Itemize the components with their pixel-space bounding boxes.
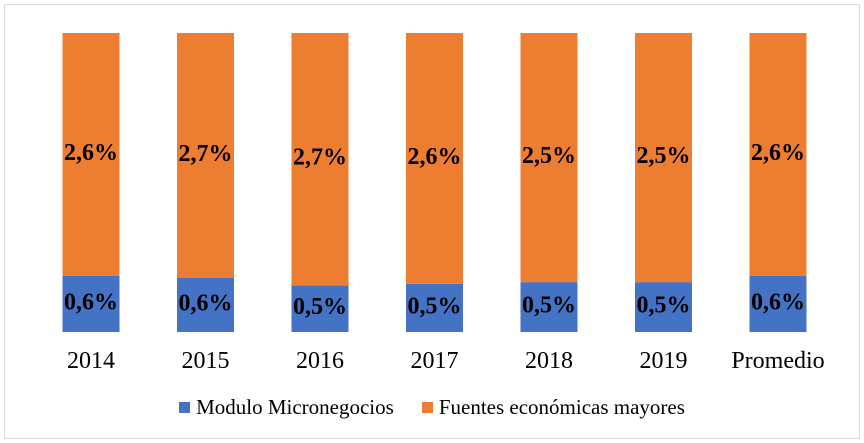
x-tick-label-promedio: Promedio (731, 348, 824, 374)
x-tick-label-2019: 2019 (640, 348, 688, 374)
legend-swatch-modulo-micronegocios (179, 402, 191, 413)
bar-fuentes-economicas-mayores-2016 (291, 33, 349, 286)
x-tick-label-2017: 2017 (411, 348, 459, 374)
bar-fuentes-economicas-mayores-2015 (177, 33, 234, 278)
data-label-fuentes-economicas-mayores-2018: 2,5% (522, 143, 576, 169)
data-label-modulo-micronegocios-promedio: 0,6% (751, 289, 805, 315)
bar-modulo-micronegocios-2018 (520, 282, 578, 332)
bar-modulo-micronegocios-promedio (749, 275, 807, 332)
data-label-modulo-micronegocios-2014: 0,6% (64, 289, 118, 315)
bar-modulo-micronegocios-2017 (406, 283, 463, 332)
legend: Modulo Micronegocios Fuentes económicas … (0, 395, 864, 420)
bar-fuentes-economicas-mayores-promedio (749, 33, 807, 276)
legend-label-modulo-micronegocios: Modulo Micronegocios (196, 395, 394, 419)
data-label-modulo-micronegocios-2018: 0,5% (522, 293, 576, 319)
bar-modulo-micronegocios-2016 (291, 285, 349, 332)
legend-label-fuentes-economicas-mayores: Fuentes económicas mayores (438, 395, 685, 419)
x-tick-label-2016: 2016 (296, 348, 344, 374)
data-label-modulo-micronegocios-2017: 0,5% (408, 293, 462, 319)
data-label-fuentes-economicas-mayores-2017: 2,6% (408, 144, 462, 170)
data-label-modulo-micronegocios-2019: 0,5% (637, 293, 691, 319)
bar-fuentes-economicas-mayores-2019 (635, 33, 692, 283)
data-label-fuentes-economicas-mayores-2016: 2,7% (293, 145, 347, 171)
bar-modulo-micronegocios-2014 (62, 275, 120, 332)
bar-fuentes-economicas-mayores-2017 (406, 33, 463, 284)
legend-item-modulo-micronegocios: Modulo Micronegocios (179, 395, 394, 420)
data-label-modulo-micronegocios-2016: 0,5% (293, 294, 347, 320)
bars-layer (62, 33, 807, 332)
bar-modulo-micronegocios-2015 (177, 277, 234, 332)
data-label-fuentes-economicas-mayores-2015: 2,7% (179, 141, 233, 167)
data-label-fuentes-economicas-mayores-2019: 2,5% (637, 143, 691, 169)
x-tick-label-2018: 2018 (525, 348, 573, 374)
bar-fuentes-economicas-mayores-2014 (62, 33, 120, 276)
x-tick-label-2014: 2014 (67, 348, 115, 374)
legend-swatch-fuentes-economicas-mayores (421, 402, 433, 413)
legend-item-fuentes-economicas-mayores: Fuentes económicas mayores (421, 395, 685, 420)
data-label-fuentes-economicas-mayores-promedio: 2,6% (751, 140, 805, 166)
bar-modulo-micronegocios-2019 (635, 282, 692, 332)
x-axis-ticks-layer: 2014 2015 2016 2017 2018 2019 Promedio (67, 348, 825, 374)
data-label-modulo-micronegocios-2015: 0,6% (179, 290, 233, 316)
bar-fuentes-economicas-mayores-2018 (520, 33, 578, 283)
data-label-fuentes-economicas-mayores-2014: 2,6% (64, 140, 118, 166)
data-labels-layer: 0,6% 2,6% 0,6% 2,7% 0,5% 2,7% 0,5% 2,6% 0,5% 2,5%… (64, 140, 805, 320)
x-tick-label-2015: 2015 (182, 348, 230, 374)
